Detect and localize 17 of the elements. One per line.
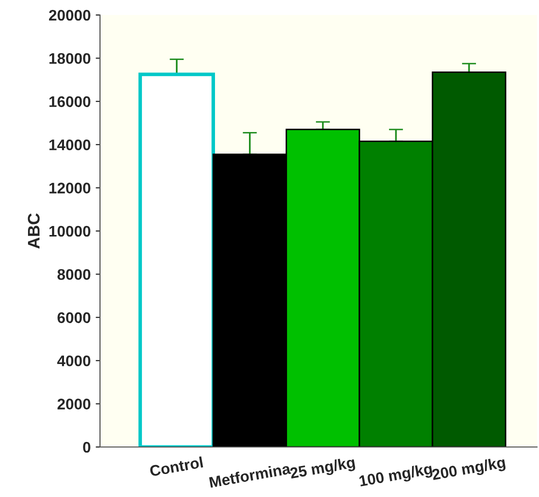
y-axis-title: ABC — [28, 213, 40, 249]
y-tick-label: 6000 — [58, 312, 90, 324]
x-tick-label: Control — [149, 456, 204, 477]
y-tick-label: 0 — [83, 442, 90, 453]
y-tick-label: 12000 — [49, 182, 90, 194]
y-tick-label: 16000 — [49, 96, 90, 108]
y-tick-label: 20000 — [49, 10, 90, 21]
x-tick-label: 100 mg/kg — [358, 462, 433, 490]
y-tick-label: 14000 — [49, 139, 90, 150]
x-tick-label: 25 mg/kg — [290, 456, 356, 482]
y-tick-label: 2000 — [58, 398, 90, 410]
y-tick-label: 8000 — [57, 269, 90, 280]
y-tick-label: 4000 — [57, 355, 90, 366]
y-tick-label: 18000 — [49, 53, 90, 64]
x-tick-label: Metformina — [209, 462, 292, 488]
x-tick-label: 200 mg/kg — [432, 456, 506, 484]
y-tick-label: 10000 — [49, 226, 90, 237]
